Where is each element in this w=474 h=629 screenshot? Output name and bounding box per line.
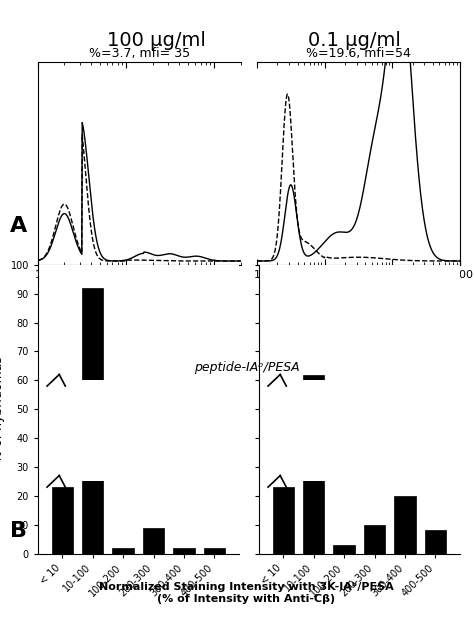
- Text: 0.1 μg/ml: 0.1 μg/ml: [308, 31, 401, 50]
- Bar: [112, 548, 134, 554]
- Y-axis label: % of hybridomas: % of hybridomas: [0, 356, 5, 462]
- Bar: [268, 381, 451, 481]
- Bar: [334, 545, 355, 554]
- Bar: [394, 496, 416, 554]
- Bar: [273, 487, 294, 554]
- Text: peptide-IAᵇ/PESA: peptide-IAᵇ/PESA: [194, 362, 299, 374]
- Bar: [173, 548, 195, 554]
- Bar: [204, 548, 225, 554]
- Bar: [364, 525, 385, 554]
- Text: B: B: [10, 521, 27, 541]
- Text: 100 μg/ml: 100 μg/ml: [107, 31, 205, 50]
- Bar: [143, 528, 164, 554]
- Text: T cell hybridomas: T cell hybridomas: [38, 520, 185, 537]
- Bar: [52, 487, 73, 554]
- Text: A: A: [10, 216, 27, 237]
- Bar: [47, 381, 230, 481]
- Title: %=3.7, mfi= 35: %=3.7, mfi= 35: [89, 47, 190, 60]
- Bar: [303, 374, 324, 554]
- Bar: [82, 288, 103, 554]
- Bar: [425, 530, 446, 554]
- Title: %=19.6, mfi=54: %=19.6, mfi=54: [306, 47, 411, 60]
- Text: T cells: T cells: [38, 227, 91, 245]
- Text: Normalized Staining Intensity with 3K-IAᵇ/PESA
(% of Intensity with Anti-Cβ): Normalized Staining Intensity with 3K-IA…: [99, 582, 394, 604]
